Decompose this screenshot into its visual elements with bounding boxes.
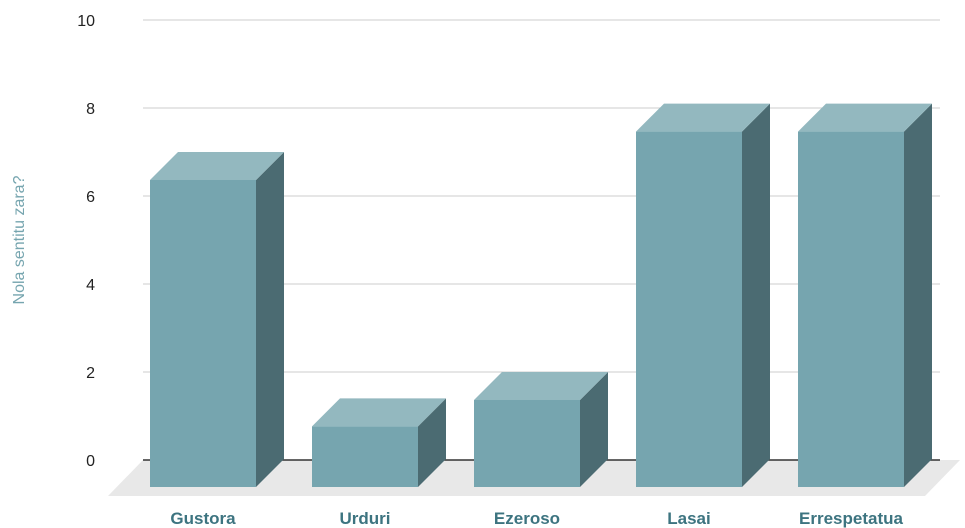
bar-top [636, 103, 770, 132]
bar-top [150, 152, 284, 180]
bar-side [256, 152, 284, 487]
x-category-label: Errespetatua [799, 509, 903, 528]
y-tick-label: 10 [77, 13, 95, 30]
y-axis-ticks: 0 2 4 6 8 10 [77, 13, 95, 470]
y-axis-title: Nola sentitu zara? [11, 175, 28, 304]
bar-side [904, 103, 932, 487]
x-axis-labels: Gustora Urduri Ezeroso Lasai Errespetatua [170, 509, 903, 528]
y-tick-label: 8 [86, 101, 95, 118]
y-tick-label: 6 [86, 189, 95, 206]
bar [798, 103, 932, 487]
bar-side [742, 103, 770, 487]
y-tick-label: 4 [86, 277, 95, 294]
chart-bars [150, 103, 932, 487]
bar [636, 103, 770, 487]
y-tick-label: 0 [86, 453, 95, 470]
bar-top [474, 372, 608, 400]
bar-front [474, 400, 580, 487]
bar [150, 152, 284, 487]
x-category-label: Ezeroso [494, 509, 560, 528]
bar [474, 372, 608, 487]
bar-side [580, 372, 608, 487]
bar-front [312, 426, 418, 487]
y-tick-label: 2 [86, 365, 95, 382]
x-category-label: Urduri [340, 509, 391, 528]
bar-side [418, 398, 446, 487]
bar-top [312, 398, 446, 427]
bar-front [798, 131, 904, 487]
x-category-label: Lasai [667, 509, 710, 528]
bar-front [150, 180, 256, 487]
bar-top [798, 103, 932, 132]
bar [312, 398, 446, 487]
bar-front [636, 131, 742, 487]
x-category-label: Gustora [170, 509, 236, 528]
